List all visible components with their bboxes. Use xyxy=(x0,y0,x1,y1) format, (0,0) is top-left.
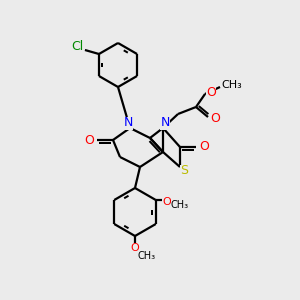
Text: S: S xyxy=(180,164,188,178)
Text: O: O xyxy=(84,134,94,146)
Text: Cl: Cl xyxy=(71,40,83,53)
Text: O: O xyxy=(130,243,140,253)
Text: N: N xyxy=(160,116,170,130)
Text: O: O xyxy=(162,197,171,207)
Text: N: N xyxy=(123,116,133,130)
Text: O: O xyxy=(206,85,216,98)
Text: CH₃: CH₃ xyxy=(222,80,242,90)
Text: CH₃: CH₃ xyxy=(138,251,156,261)
Text: CH₃: CH₃ xyxy=(171,200,189,210)
Text: O: O xyxy=(199,140,209,154)
Text: O: O xyxy=(210,112,220,125)
